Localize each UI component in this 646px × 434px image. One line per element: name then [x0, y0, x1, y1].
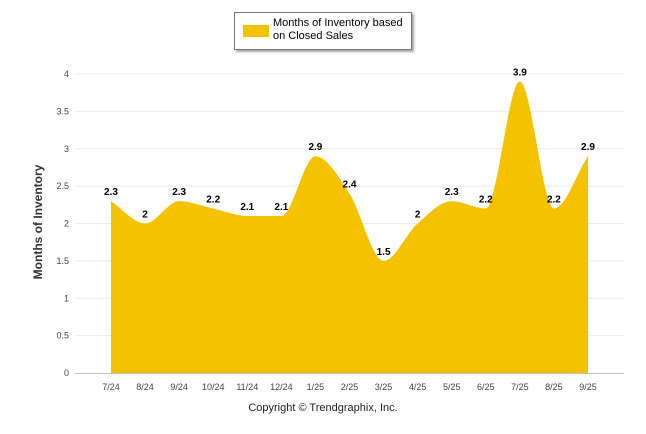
- legend-label: Months of Inventory based on Closed Sale…: [273, 17, 403, 42]
- y-tick-label: 0.5: [56, 331, 69, 341]
- x-tick-label: 7/25: [511, 382, 529, 392]
- data-label: 2.1: [274, 202, 288, 213]
- x-tick-label: 2/25: [341, 382, 359, 392]
- data-label: 2: [415, 210, 421, 221]
- x-tick-label: 6/25: [477, 382, 495, 392]
- data-label: 1.5: [377, 247, 391, 258]
- data-label: 2.9: [308, 142, 322, 153]
- x-tick-label: 5/25: [443, 382, 461, 392]
- data-label: 2.2: [206, 195, 220, 206]
- legend[interactable]: Months of Inventory based on Closed Sale…: [234, 12, 412, 50]
- y-tick-label: 1: [64, 293, 69, 303]
- y-axis-ticks: 0 0.5 1 1.5 2 2.5 3 3.5 4: [56, 69, 69, 378]
- x-tick-label: 8/24: [136, 382, 154, 392]
- data-label: 2.2: [479, 195, 493, 206]
- x-tick-label: 8/25: [545, 382, 563, 392]
- data-label: 2.3: [445, 187, 459, 198]
- y-tick-label: 2: [64, 219, 69, 229]
- y-tick-label: 1.5: [56, 256, 69, 266]
- y-tick-label: 3.5: [56, 106, 69, 116]
- data-label: 2.1: [240, 202, 254, 213]
- copyright: Copyright © Trendgraphix, Inc.: [248, 402, 398, 414]
- y-axis-title: Months of Inventory: [31, 164, 45, 280]
- data-label: 2.3: [104, 187, 118, 198]
- y-tick-label: 2.5: [56, 181, 69, 191]
- y-tick-label: 3: [64, 144, 69, 154]
- x-tick-label: 9/25: [579, 382, 597, 392]
- data-label: 2.2: [547, 195, 561, 206]
- data-labels: 2.3 2 2.3 2.2 2.1 2.1 2.9 2.4 1.5 2 2.3 2.2 3.9 2.2 2.…: [104, 67, 595, 257]
- area-series: [111, 81, 588, 373]
- data-label: 2.3: [172, 187, 186, 198]
- x-tick-label: 7/24: [102, 382, 120, 392]
- x-axis-ticks: 7/24 8/24 9/24 10/24 11/24 12/24 1/25 2/25 3/25 4…: [102, 382, 597, 392]
- x-tick-label: 1/25: [307, 382, 325, 392]
- x-tick-label: 3/25: [375, 382, 393, 392]
- y-tick-label: 0: [64, 368, 69, 378]
- x-tick-label: 11/24: [236, 382, 258, 392]
- y-tick-label: 4: [64, 69, 69, 79]
- x-tick-label: 4/25: [409, 382, 427, 392]
- x-tick-label: 9/24: [170, 382, 188, 392]
- data-label: 2.9: [581, 142, 595, 153]
- data-label: 2: [142, 210, 148, 221]
- legend-swatch: [243, 25, 269, 37]
- data-label: 3.9: [513, 67, 527, 78]
- x-tick-label: 10/24: [202, 382, 225, 392]
- data-label: 2.4: [343, 180, 357, 191]
- x-tick-label: 12/24: [270, 382, 293, 392]
